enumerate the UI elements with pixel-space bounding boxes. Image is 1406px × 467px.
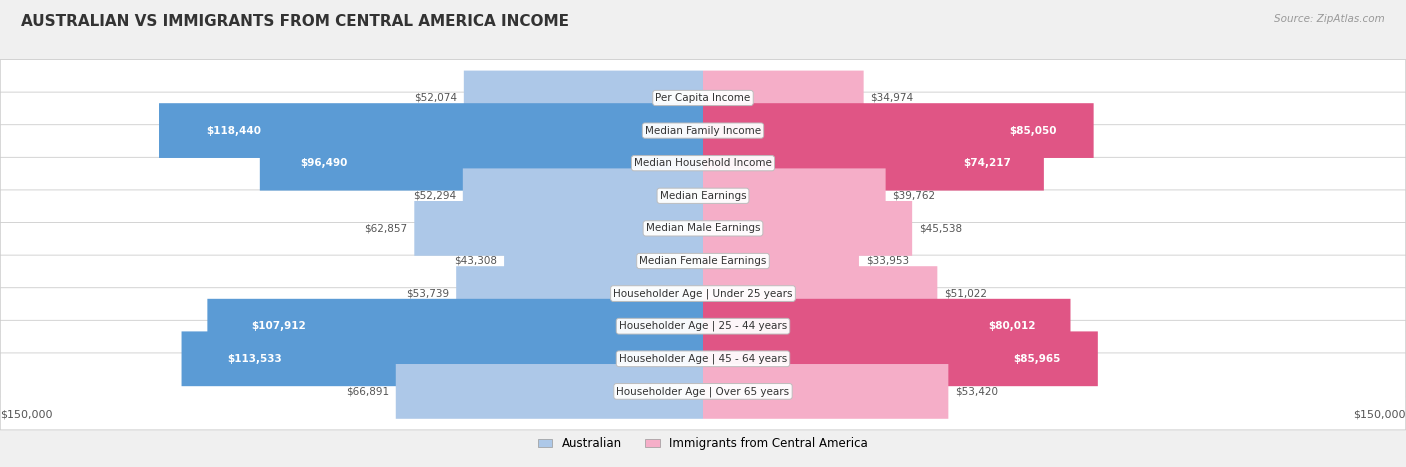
Text: $51,022: $51,022 [945,289,987,298]
Text: Median Household Income: Median Household Income [634,158,772,168]
FancyBboxPatch shape [463,169,703,223]
Text: $52,294: $52,294 [413,191,456,201]
FancyBboxPatch shape [703,234,859,289]
FancyBboxPatch shape [159,103,703,158]
Text: $85,050: $85,050 [1010,126,1057,135]
FancyBboxPatch shape [395,364,703,419]
Text: Median Female Earnings: Median Female Earnings [640,256,766,266]
Text: $107,912: $107,912 [252,321,307,331]
Text: $52,074: $52,074 [413,93,457,103]
FancyBboxPatch shape [0,320,1406,397]
Text: Householder Age | Under 25 years: Householder Age | Under 25 years [613,288,793,299]
Text: $39,762: $39,762 [893,191,935,201]
FancyBboxPatch shape [0,59,1406,136]
FancyBboxPatch shape [703,201,912,256]
FancyBboxPatch shape [260,136,703,191]
Text: Source: ZipAtlas.com: Source: ZipAtlas.com [1274,14,1385,24]
Text: $118,440: $118,440 [207,126,262,135]
Text: $113,533: $113,533 [228,354,283,364]
Text: $66,891: $66,891 [346,386,389,396]
Text: Householder Age | 45 - 64 years: Householder Age | 45 - 64 years [619,354,787,364]
Text: $43,308: $43,308 [454,256,498,266]
FancyBboxPatch shape [0,157,1406,234]
FancyBboxPatch shape [207,299,703,354]
FancyBboxPatch shape [464,71,703,125]
FancyBboxPatch shape [703,299,1070,354]
FancyBboxPatch shape [703,71,863,125]
Text: $62,857: $62,857 [364,223,408,234]
FancyBboxPatch shape [456,266,703,321]
Text: Median Earnings: Median Earnings [659,191,747,201]
FancyBboxPatch shape [0,190,1406,267]
FancyBboxPatch shape [703,332,1098,386]
Text: $74,217: $74,217 [963,158,1011,168]
Text: Householder Age | Over 65 years: Householder Age | Over 65 years [616,386,790,396]
FancyBboxPatch shape [415,201,703,256]
Text: $85,965: $85,965 [1014,354,1062,364]
FancyBboxPatch shape [0,353,1406,430]
Text: $53,739: $53,739 [406,289,450,298]
Text: Median Male Earnings: Median Male Earnings [645,223,761,234]
Text: $96,490: $96,490 [299,158,347,168]
Text: $150,000: $150,000 [0,410,53,419]
FancyBboxPatch shape [0,125,1406,202]
Text: Median Family Income: Median Family Income [645,126,761,135]
Legend: Australian, Immigrants from Central America: Australian, Immigrants from Central Amer… [538,437,868,450]
Text: AUSTRALIAN VS IMMIGRANTS FROM CENTRAL AMERICA INCOME: AUSTRALIAN VS IMMIGRANTS FROM CENTRAL AM… [21,14,569,29]
FancyBboxPatch shape [703,103,1094,158]
Text: $150,000: $150,000 [1353,410,1406,419]
Text: Householder Age | 25 - 44 years: Householder Age | 25 - 44 years [619,321,787,332]
FancyBboxPatch shape [703,364,949,419]
FancyBboxPatch shape [0,92,1406,169]
FancyBboxPatch shape [0,288,1406,365]
Text: $53,420: $53,420 [955,386,998,396]
Text: $80,012: $80,012 [988,321,1036,331]
FancyBboxPatch shape [0,222,1406,299]
Text: Per Capita Income: Per Capita Income [655,93,751,103]
FancyBboxPatch shape [0,255,1406,332]
FancyBboxPatch shape [703,136,1043,191]
FancyBboxPatch shape [181,332,703,386]
Text: $34,974: $34,974 [870,93,914,103]
FancyBboxPatch shape [505,234,703,289]
Text: $45,538: $45,538 [920,223,962,234]
FancyBboxPatch shape [703,266,938,321]
Text: $33,953: $33,953 [866,256,908,266]
FancyBboxPatch shape [703,169,886,223]
